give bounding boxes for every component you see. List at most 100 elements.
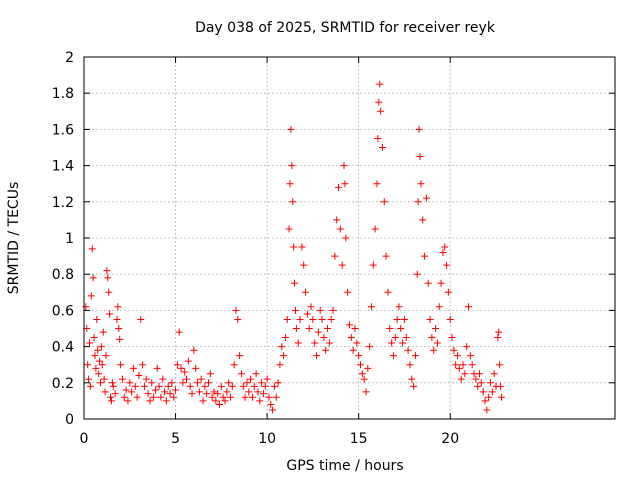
data-point xyxy=(197,375,205,383)
data-point xyxy=(452,361,460,369)
data-point xyxy=(454,352,462,360)
data-point xyxy=(494,334,502,342)
data-point xyxy=(358,370,366,378)
data-point xyxy=(215,401,223,409)
data-point xyxy=(181,368,189,376)
data-point xyxy=(124,397,132,405)
data-point xyxy=(303,310,311,318)
data-point xyxy=(448,334,456,342)
data-point xyxy=(349,346,357,354)
data-point xyxy=(290,243,298,251)
data-point xyxy=(150,393,158,401)
data-point xyxy=(183,375,191,383)
data-point xyxy=(259,390,267,398)
data-point xyxy=(483,406,491,414)
data-point xyxy=(177,364,185,372)
data-point xyxy=(226,393,234,401)
data-point xyxy=(97,343,105,351)
data-point xyxy=(479,388,487,396)
y-tick-label: 1.4 xyxy=(52,159,74,175)
data-point xyxy=(397,325,405,332)
data-point xyxy=(378,144,386,151)
data-point xyxy=(241,393,249,401)
data-point xyxy=(199,397,207,405)
data-point xyxy=(386,325,394,332)
data-point xyxy=(443,261,451,269)
data-point xyxy=(247,375,255,383)
data-point xyxy=(336,225,344,233)
data-point xyxy=(104,274,112,282)
data-point xyxy=(153,364,161,372)
data-point xyxy=(439,248,447,256)
data-point xyxy=(402,334,410,342)
data-point xyxy=(155,382,163,390)
data-point xyxy=(92,364,100,372)
data-point xyxy=(267,401,275,409)
data-point xyxy=(146,397,154,405)
data-point xyxy=(157,393,165,401)
x-tick-label: 15 xyxy=(350,431,368,447)
data-point xyxy=(366,343,374,351)
data-point xyxy=(311,339,319,347)
data-point xyxy=(120,393,128,401)
data-point xyxy=(416,153,424,161)
data-point xyxy=(307,303,315,311)
data-point xyxy=(225,379,233,387)
data-point xyxy=(173,361,181,369)
data-point xyxy=(408,375,416,383)
data-point xyxy=(375,98,383,106)
data-point xyxy=(117,361,125,369)
data-point xyxy=(100,375,108,383)
data-point xyxy=(232,306,240,314)
data-point xyxy=(444,288,452,296)
data-point xyxy=(424,279,432,287)
data-point xyxy=(148,379,156,387)
data-point xyxy=(318,315,326,323)
data-point xyxy=(404,346,412,354)
data-point xyxy=(254,388,262,396)
axis-ticks: 00.20.40.60.811.21.41.61.820 5 10 15 20 xyxy=(52,50,615,447)
data-point xyxy=(85,375,93,383)
data-point xyxy=(325,339,333,347)
data-point xyxy=(109,382,117,390)
data-point xyxy=(107,397,115,405)
data-point xyxy=(314,328,322,336)
data-point xyxy=(164,382,172,390)
data-point xyxy=(481,397,489,405)
data-point xyxy=(201,382,209,390)
data-point xyxy=(270,382,278,390)
data-point xyxy=(380,198,388,206)
data-point xyxy=(234,315,242,323)
data-point xyxy=(347,334,355,342)
data-point xyxy=(364,364,372,372)
data-point xyxy=(374,134,382,142)
data-point xyxy=(237,370,245,378)
data-point xyxy=(371,225,379,233)
data-point xyxy=(261,382,269,390)
data-point xyxy=(95,370,103,378)
data-point xyxy=(105,288,113,296)
data-point xyxy=(331,252,339,260)
data-point xyxy=(422,194,430,202)
data-point xyxy=(170,393,178,401)
data-point xyxy=(360,375,368,383)
data-point xyxy=(113,315,121,323)
data-point xyxy=(421,252,429,260)
data-point xyxy=(111,390,119,398)
data-point xyxy=(335,183,343,191)
y-tick-label: 0.4 xyxy=(52,340,74,356)
data-points xyxy=(82,80,505,414)
data-point xyxy=(228,382,236,390)
data-point xyxy=(82,303,90,311)
data-point xyxy=(205,379,213,387)
data-point xyxy=(353,339,361,347)
data-point xyxy=(322,346,330,354)
data-point xyxy=(116,335,124,343)
data-point xyxy=(355,352,363,360)
data-point xyxy=(296,315,304,323)
data-point xyxy=(342,234,350,242)
data-point xyxy=(435,303,443,311)
data-point xyxy=(98,361,106,369)
data-point xyxy=(102,352,110,360)
